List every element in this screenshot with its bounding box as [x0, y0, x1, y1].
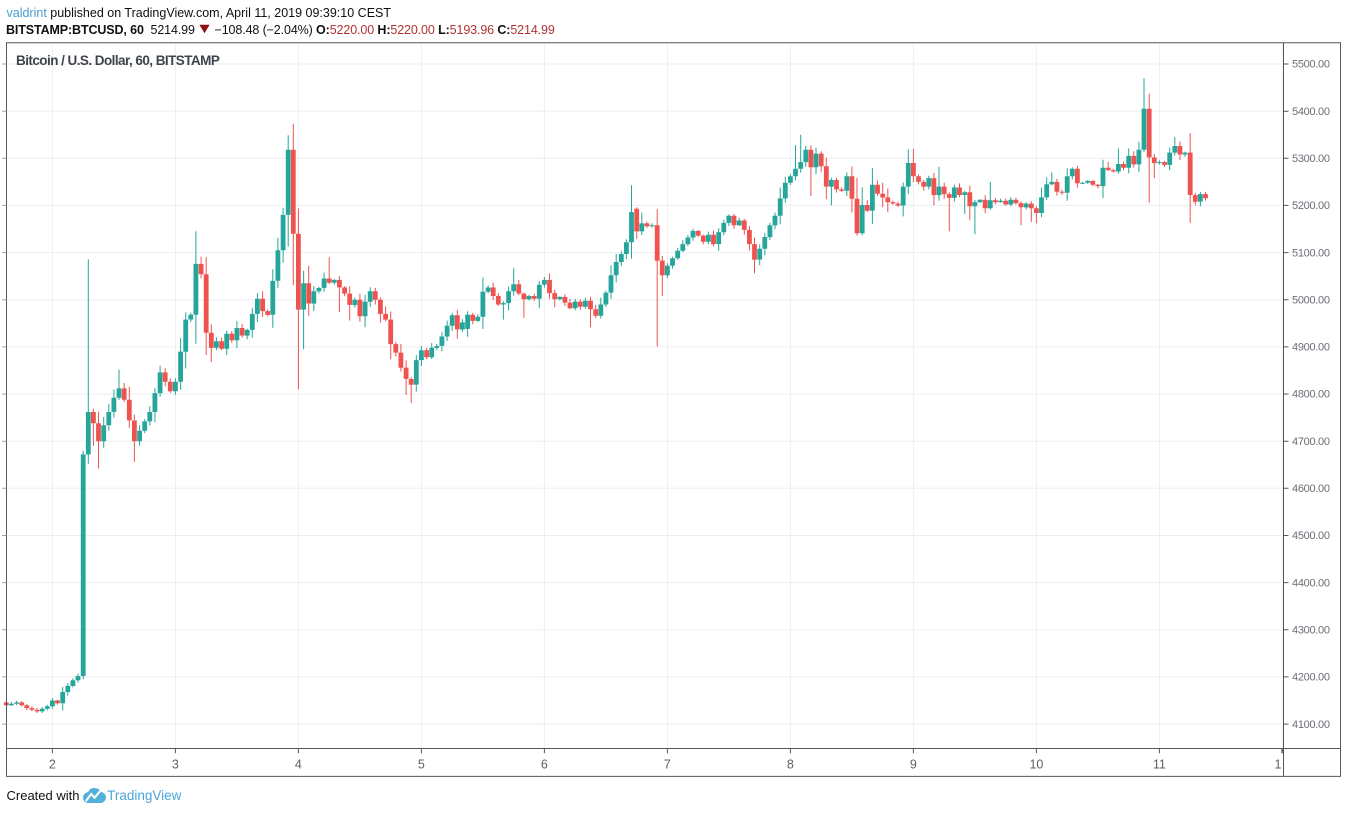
svg-text:2: 2	[49, 758, 56, 772]
svg-text:4400.00: 4400.00	[1292, 577, 1330, 589]
svg-text:10: 10	[1029, 758, 1043, 772]
svg-text:5200.00: 5200.00	[1292, 200, 1330, 212]
svg-text:9: 9	[910, 758, 917, 772]
svg-text:4700.00: 4700.00	[1292, 436, 1330, 448]
svg-text:5000.00: 5000.00	[1292, 294, 1330, 306]
svg-text:5500.00: 5500.00	[1292, 59, 1330, 71]
svg-text:1: 1	[1275, 758, 1282, 772]
svg-text:6: 6	[541, 758, 548, 772]
svg-text:4: 4	[295, 758, 302, 772]
svg-text:Bitcoin / U.S. Dollar, 60, BIT: Bitcoin / U.S. Dollar, 60, BITSTAMP	[16, 53, 220, 68]
svg-text:5300.00: 5300.00	[1292, 153, 1330, 165]
svg-text:5400.00: 5400.00	[1292, 106, 1330, 118]
svg-text:3: 3	[172, 758, 179, 772]
svg-text:8: 8	[787, 758, 794, 772]
svg-text:4600.00: 4600.00	[1292, 483, 1330, 495]
svg-text:7: 7	[664, 758, 671, 772]
svg-text:4200.00: 4200.00	[1292, 672, 1330, 684]
svg-text:5: 5	[418, 758, 425, 772]
svg-text:4800.00: 4800.00	[1292, 389, 1330, 401]
svg-text:4300.00: 4300.00	[1292, 625, 1330, 637]
svg-text:4100.00: 4100.00	[1292, 719, 1330, 731]
svg-text:4900.00: 4900.00	[1292, 342, 1330, 354]
svg-text:5100.00: 5100.00	[1292, 247, 1330, 259]
svg-text:11: 11	[1153, 758, 1166, 772]
svg-text:4500.00: 4500.00	[1292, 530, 1330, 542]
